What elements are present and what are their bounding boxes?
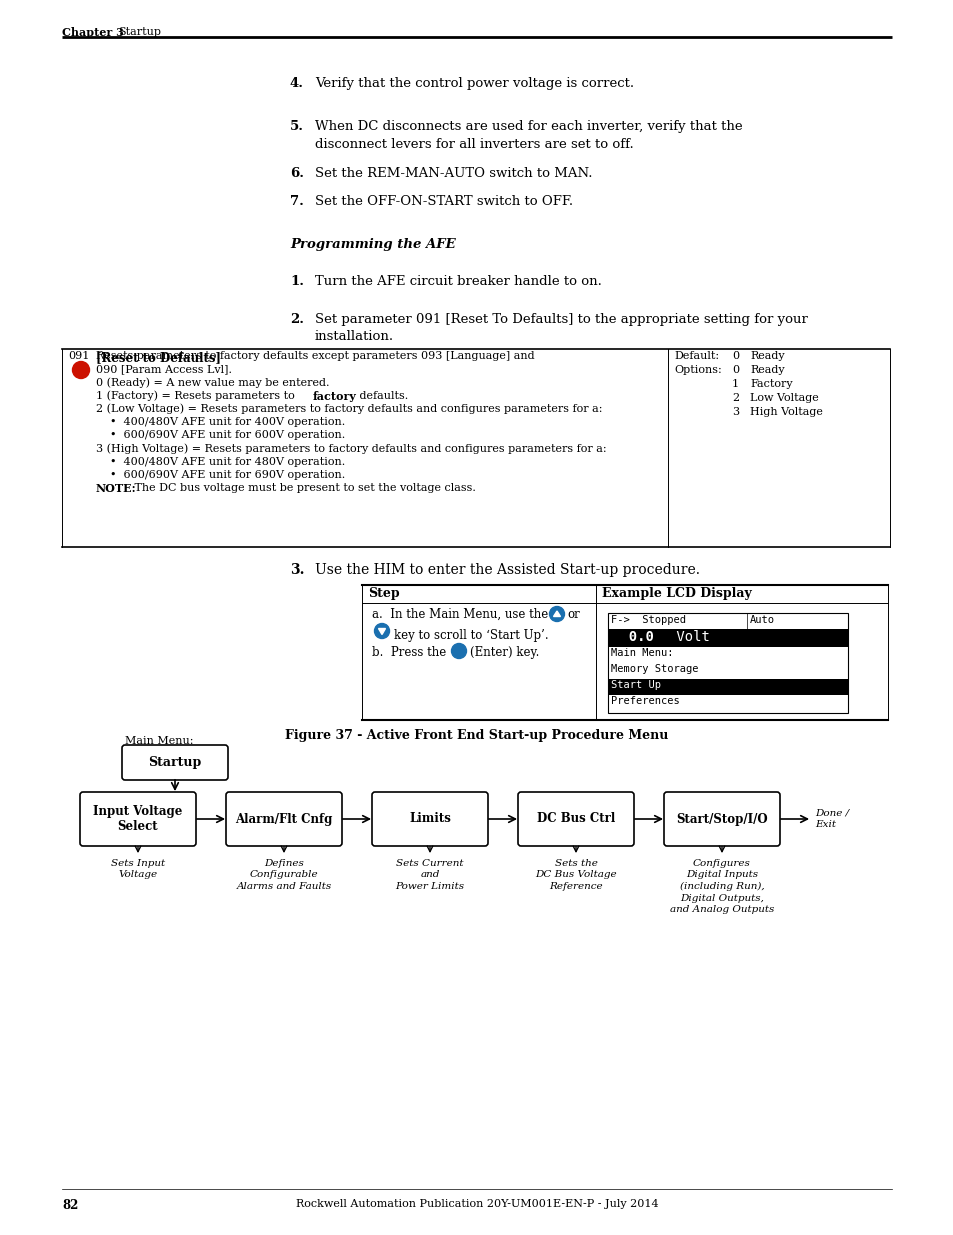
Text: 1 (Factory) = Resets parameters to: 1 (Factory) = Resets parameters to xyxy=(96,390,298,401)
Text: Set the REM-MAN-AUTO switch to MAN.: Set the REM-MAN-AUTO switch to MAN. xyxy=(314,167,592,180)
Text: Programming the AFE: Programming the AFE xyxy=(290,238,456,251)
Text: Turn the AFE circuit breaker handle to on.: Turn the AFE circuit breaker handle to o… xyxy=(314,275,601,288)
Circle shape xyxy=(451,643,466,658)
Text: defaults.: defaults. xyxy=(355,390,408,400)
Text: Resets parameters to factory defaults except parameters 093 [Language] and: Resets parameters to factory defaults ex… xyxy=(96,351,534,361)
Text: Start Up: Start Up xyxy=(610,680,660,690)
Text: When DC disconnects are used for each inverter, verify that the
disconnect lever: When DC disconnects are used for each in… xyxy=(314,120,741,151)
Text: •  400/480V AFE unit for 400V operation.: • 400/480V AFE unit for 400V operation. xyxy=(110,417,345,427)
Text: 0 (Ready) = A new value may be entered.: 0 (Ready) = A new value may be entered. xyxy=(96,378,329,388)
Text: NOTE:: NOTE: xyxy=(96,483,136,494)
Text: 2.: 2. xyxy=(290,312,304,326)
Bar xyxy=(607,679,847,695)
Text: High Voltage: High Voltage xyxy=(749,408,822,417)
Text: 6.: 6. xyxy=(290,167,304,180)
Text: [Reset to Defaults]: [Reset to Defaults] xyxy=(96,351,221,364)
Text: 090 [Param Access Lvl].: 090 [Param Access Lvl]. xyxy=(96,364,232,374)
Text: Options:: Options: xyxy=(673,366,721,375)
Text: Ready: Ready xyxy=(749,366,783,375)
Text: 3.: 3. xyxy=(290,563,304,577)
Text: Factory: Factory xyxy=(749,379,792,389)
Text: Alarm/Flt Cnfg: Alarm/Flt Cnfg xyxy=(235,813,333,825)
Text: Limits: Limits xyxy=(409,813,451,825)
Text: Example LCD Display: Example LCD Display xyxy=(601,587,751,600)
Text: F->  Stopped: F-> Stopped xyxy=(610,615,685,625)
Text: •  600/690V AFE unit for 690V operation.: • 600/690V AFE unit for 690V operation. xyxy=(110,469,345,480)
Text: Sets Input
Voltage: Sets Input Voltage xyxy=(111,860,165,879)
Text: Memory Storage: Memory Storage xyxy=(610,664,698,674)
Text: 091: 091 xyxy=(68,351,90,361)
Text: Figure 37 - Active Front End Start-up Procedure Menu: Figure 37 - Active Front End Start-up Pr… xyxy=(285,729,668,742)
Text: 0.0: 0.0 xyxy=(612,630,653,643)
Bar xyxy=(607,613,847,713)
Text: 1.: 1. xyxy=(290,275,304,288)
Text: Default:: Default: xyxy=(673,351,719,361)
Text: Configures
Digital Inputs
(including Run),
Digital Outputs,
and Analog Outputs: Configures Digital Inputs (including Run… xyxy=(669,860,774,914)
Text: 1: 1 xyxy=(731,379,739,389)
Text: Set the OFF-ON-START switch to OFF.: Set the OFF-ON-START switch to OFF. xyxy=(314,195,573,207)
Text: a.  In the Main Menu, use the: a. In the Main Menu, use the xyxy=(372,608,548,621)
Text: Start/Stop/I/O: Start/Stop/I/O xyxy=(676,813,767,825)
Text: Sets Current
and
Power Limits: Sets Current and Power Limits xyxy=(395,860,464,890)
Text: Rockwell Automation Publication 20Y-UM001E-EN-P - July 2014: Rockwell Automation Publication 20Y-UM00… xyxy=(295,1199,658,1209)
Text: DC Bus Ctrl: DC Bus Ctrl xyxy=(537,813,615,825)
Text: Q: Q xyxy=(77,366,85,374)
Text: Input Voltage
Select: Input Voltage Select xyxy=(93,805,182,832)
Circle shape xyxy=(375,624,389,638)
Text: 2 (Low Voltage) = Resets parameters to factory defaults and configures parameter: 2 (Low Voltage) = Resets parameters to f… xyxy=(96,404,602,415)
Text: 3 (High Voltage) = Resets parameters to factory defaults and configures paramete: 3 (High Voltage) = Resets parameters to … xyxy=(96,443,606,454)
Polygon shape xyxy=(378,629,385,635)
Text: •  600/690V AFE unit for 600V operation.: • 600/690V AFE unit for 600V operation. xyxy=(110,430,345,440)
Circle shape xyxy=(72,362,90,378)
Text: Set parameter 091 [Reset To Defaults] to the appropriate setting for your
instal: Set parameter 091 [Reset To Defaults] to… xyxy=(314,312,807,343)
Text: or: or xyxy=(566,608,579,621)
Text: key to scroll to ‘Start Up’.: key to scroll to ‘Start Up’. xyxy=(394,629,548,642)
Text: 4.: 4. xyxy=(290,77,304,90)
Text: Step: Step xyxy=(368,587,399,600)
Text: Ready: Ready xyxy=(749,351,783,361)
Text: Low Voltage: Low Voltage xyxy=(749,393,818,403)
Polygon shape xyxy=(553,611,560,616)
Text: Chapter 3: Chapter 3 xyxy=(62,27,124,38)
Text: 0: 0 xyxy=(731,366,739,375)
Circle shape xyxy=(549,606,564,621)
Text: Main Menu:: Main Menu: xyxy=(125,736,193,746)
Text: 5.: 5. xyxy=(290,120,304,133)
Text: Use the HIM to enter the Assisted Start-up procedure.: Use the HIM to enter the Assisted Start-… xyxy=(314,563,700,577)
Text: Verify that the control power voltage is correct.: Verify that the control power voltage is… xyxy=(314,77,634,90)
Text: Done /
Exit: Done / Exit xyxy=(814,809,848,829)
Text: factory: factory xyxy=(313,390,356,401)
Text: •  400/480V AFE unit for 480V operation.: • 400/480V AFE unit for 480V operation. xyxy=(110,457,345,467)
Text: Sets the
DC Bus Voltage
Reference: Sets the DC Bus Voltage Reference xyxy=(535,860,617,890)
Text: Preferences: Preferences xyxy=(610,697,679,706)
Text: (Enter) key.: (Enter) key. xyxy=(470,646,538,659)
Text: Main Menu:: Main Menu: xyxy=(610,648,673,658)
Text: The DC bus voltage must be present to set the voltage class.: The DC bus voltage must be present to se… xyxy=(131,483,476,493)
Text: 7.: 7. xyxy=(290,195,304,207)
Text: Defines
Configurable
Alarms and Faults: Defines Configurable Alarms and Faults xyxy=(236,860,332,890)
Text: 2: 2 xyxy=(731,393,739,403)
Text: Volt: Volt xyxy=(667,630,709,643)
Text: 82: 82 xyxy=(62,1199,78,1212)
Text: 3: 3 xyxy=(731,408,739,417)
Text: Startup: Startup xyxy=(149,756,201,769)
Text: Auto: Auto xyxy=(749,615,775,625)
Bar xyxy=(607,629,847,647)
Text: 0: 0 xyxy=(731,351,739,361)
Text: Startup: Startup xyxy=(118,27,161,37)
Text: b.  Press the: b. Press the xyxy=(372,646,446,659)
